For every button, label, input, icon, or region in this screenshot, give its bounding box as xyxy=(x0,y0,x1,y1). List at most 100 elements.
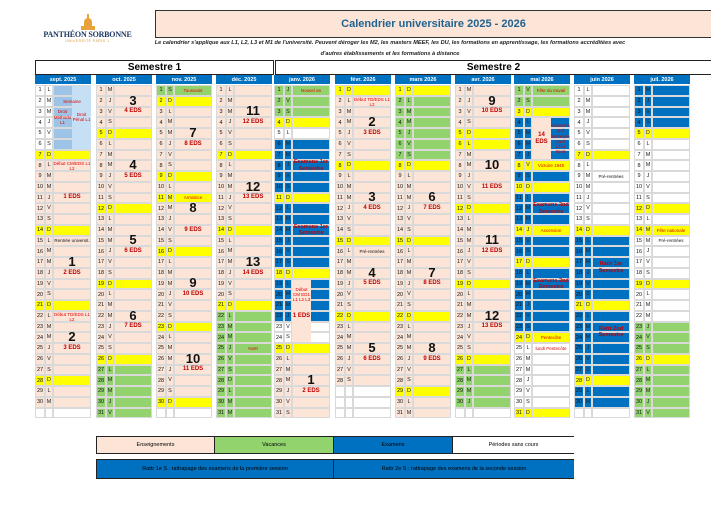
day-cell[interactable] xyxy=(114,310,152,322)
day-cell[interactable] xyxy=(174,386,212,397)
day-cell[interactable] xyxy=(592,267,630,279)
day-cell[interactable] xyxy=(592,257,630,268)
day-cell[interactable] xyxy=(592,332,630,343)
day-cell[interactable] xyxy=(292,181,330,193)
day-cell[interactable] xyxy=(234,192,272,204)
day-cell[interactable] xyxy=(473,160,511,171)
day-cell[interactable] xyxy=(353,407,391,419)
day-cell[interactable] xyxy=(353,353,391,365)
day-cell[interactable] xyxy=(413,171,451,182)
day-cell[interactable] xyxy=(114,128,152,139)
day-cell[interactable] xyxy=(473,321,511,333)
day-cell[interactable] xyxy=(532,181,570,193)
day-cell[interactable] xyxy=(592,224,630,236)
day-cell[interactable] xyxy=(592,407,630,419)
day-cell[interactable] xyxy=(353,214,391,225)
day-cell[interactable] xyxy=(413,203,451,214)
day-cell[interactable] xyxy=(353,95,391,107)
day-cell[interactable] xyxy=(292,257,330,268)
day-cell[interactable] xyxy=(174,85,212,96)
day-cell[interactable] xyxy=(413,181,451,193)
day-cell[interactable] xyxy=(353,310,391,322)
day-cell[interactable] xyxy=(292,353,330,365)
day-cell[interactable] xyxy=(652,246,690,257)
day-cell[interactable] xyxy=(53,386,91,397)
day-cell[interactable] xyxy=(532,310,570,322)
day-cell[interactable] xyxy=(532,214,570,225)
day-cell[interactable] xyxy=(652,407,690,419)
day-cell[interactable] xyxy=(234,203,272,214)
day-cell[interactable] xyxy=(53,332,91,343)
day-cell[interactable] xyxy=(234,343,272,354)
day-cell[interactable] xyxy=(174,321,212,333)
day-cell[interactable] xyxy=(53,310,91,322)
day-cell[interactable] xyxy=(532,267,570,279)
day-cell[interactable] xyxy=(174,160,212,171)
day-cell[interactable] xyxy=(652,203,690,214)
day-cell[interactable] xyxy=(114,407,152,419)
day-cell[interactable] xyxy=(174,95,212,107)
day-cell[interactable] xyxy=(532,224,570,236)
day-cell[interactable] xyxy=(174,353,212,365)
day-cell[interactable] xyxy=(234,278,272,290)
day-cell[interactable] xyxy=(592,364,630,376)
day-cell[interactable] xyxy=(652,257,690,268)
day-cell[interactable] xyxy=(53,257,91,268)
day-cell[interactable] xyxy=(473,235,511,247)
day-cell[interactable] xyxy=(532,160,570,171)
day-cell[interactable] xyxy=(292,85,330,96)
day-cell[interactable] xyxy=(114,235,152,247)
day-cell[interactable] xyxy=(292,214,330,225)
day-cell[interactable] xyxy=(592,203,630,214)
day-cell[interactable] xyxy=(473,192,511,204)
day-cell[interactable] xyxy=(413,267,451,279)
day-cell[interactable] xyxy=(652,106,690,118)
day-cell[interactable] xyxy=(114,95,152,107)
day-cell[interactable] xyxy=(114,246,152,257)
day-cell[interactable] xyxy=(53,353,91,365)
day-cell[interactable] xyxy=(473,128,511,139)
day-cell[interactable] xyxy=(473,289,511,300)
day-cell[interactable] xyxy=(114,396,152,408)
day-cell[interactable] xyxy=(413,224,451,236)
day-cell[interactable] xyxy=(53,407,91,419)
day-cell[interactable] xyxy=(592,192,630,204)
day-cell[interactable] xyxy=(292,224,330,236)
day-cell[interactable] xyxy=(174,289,212,300)
day-cell[interactable] xyxy=(234,257,272,268)
day-cell[interactable] xyxy=(652,396,690,408)
day-cell[interactable] xyxy=(53,278,91,290)
day-cell[interactable] xyxy=(473,386,511,397)
day-cell[interactable] xyxy=(53,300,91,311)
day-cell[interactable] xyxy=(53,267,91,279)
day-cell[interactable] xyxy=(234,289,272,300)
day-cell[interactable] xyxy=(592,85,630,96)
day-cell[interactable] xyxy=(353,343,391,354)
day-cell[interactable] xyxy=(592,138,630,150)
day-cell[interactable] xyxy=(353,203,391,214)
day-cell[interactable] xyxy=(292,106,330,118)
day-cell[interactable] xyxy=(652,332,690,343)
day-cell[interactable] xyxy=(114,181,152,193)
day-cell[interactable] xyxy=(592,300,630,311)
day-cell[interactable] xyxy=(413,95,451,107)
day-cell[interactable] xyxy=(413,407,451,419)
day-cell[interactable] xyxy=(234,224,272,236)
day-cell[interactable] xyxy=(413,246,451,257)
day-cell[interactable] xyxy=(53,224,91,236)
day-cell[interactable] xyxy=(592,375,630,386)
day-cell[interactable] xyxy=(292,407,330,419)
day-cell[interactable] xyxy=(592,246,630,257)
day-cell[interactable] xyxy=(592,160,630,171)
day-cell[interactable] xyxy=(114,171,152,182)
day-cell[interactable] xyxy=(353,321,391,333)
day-cell[interactable] xyxy=(473,396,511,408)
day-cell[interactable] xyxy=(174,224,212,236)
day-cell[interactable] xyxy=(413,214,451,225)
day-cell[interactable] xyxy=(652,138,690,150)
day-cell[interactable] xyxy=(413,278,451,290)
day-cell[interactable] xyxy=(532,289,570,300)
day-cell[interactable] xyxy=(413,353,451,365)
day-cell[interactable] xyxy=(353,128,391,139)
day-cell[interactable] xyxy=(413,160,451,171)
